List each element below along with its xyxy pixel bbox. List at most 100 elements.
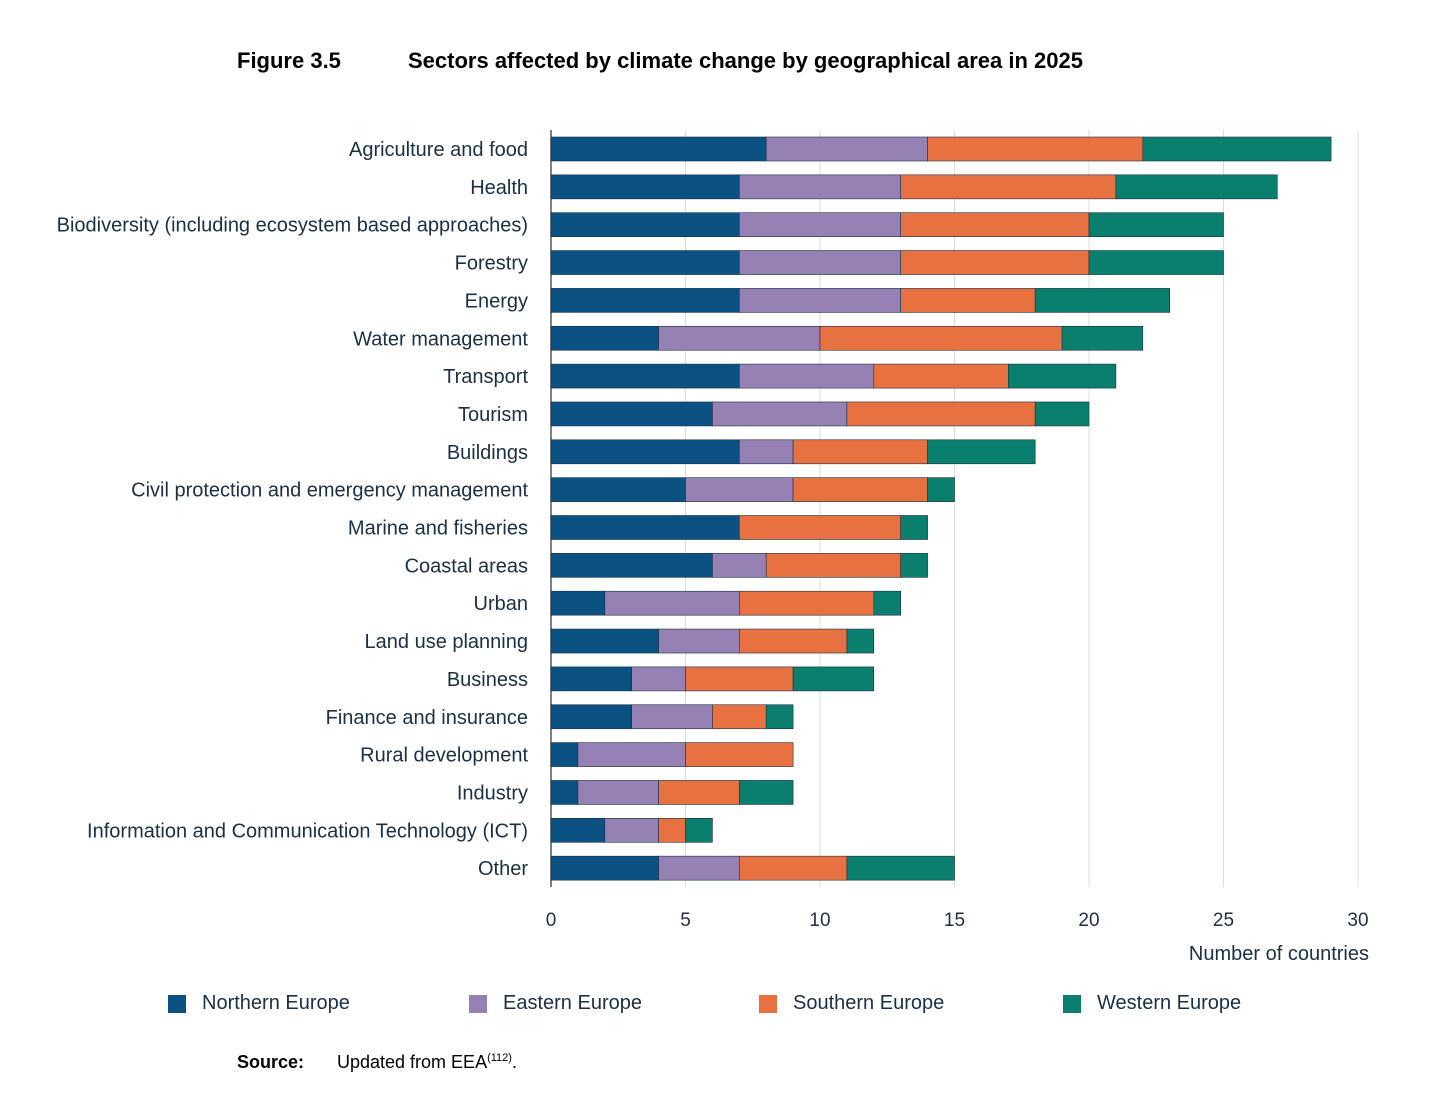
bar-segment	[738, 780, 794, 805]
legend-label: Western Europe	[1097, 992, 1242, 1014]
bar-segment	[550, 477, 686, 502]
legend-item: Eastern Europe	[469, 992, 642, 1015]
bar-segment	[738, 439, 794, 465]
legend-swatch	[1063, 994, 1081, 1013]
bar-segment	[604, 817, 659, 843]
category-label: Marine and fisheries	[348, 518, 528, 540]
category-label: Finance and insurance	[326, 707, 528, 729]
bar-segment	[550, 439, 740, 465]
category-label: Industry	[457, 782, 528, 804]
bar-segment	[900, 515, 928, 540]
bar-segment	[1007, 363, 1117, 389]
bar-segment	[873, 590, 901, 616]
bar-segment	[550, 666, 632, 692]
x-tick-label: 20	[1078, 910, 1099, 931]
category-label: Land use planning	[365, 631, 528, 653]
bar-segment	[1034, 401, 1090, 427]
bar-segment	[738, 288, 901, 313]
category-label: Tourism	[458, 404, 528, 426]
category-label: Forestry	[455, 253, 528, 275]
bar-segment	[792, 477, 928, 502]
x-tick-label: 30	[1347, 910, 1368, 931]
bar-segment	[819, 325, 1063, 351]
x-tick-label: 25	[1213, 910, 1234, 931]
bar-segment	[658, 780, 740, 805]
bar-segment	[900, 250, 1090, 275]
x-tick-label: 15	[944, 910, 965, 931]
bar-segment	[927, 477, 955, 502]
bar-segment	[900, 174, 1117, 200]
bar-segment	[604, 590, 740, 616]
bar-segment	[738, 174, 901, 200]
bar-segment	[685, 666, 794, 692]
legend-label: Eastern Europe	[503, 992, 642, 1014]
category-label: Business	[447, 669, 528, 691]
bar-segment	[792, 666, 875, 692]
bar-segment	[658, 817, 686, 843]
bar-segment	[765, 553, 902, 578]
bar-segment	[1142, 136, 1332, 162]
bar-segment	[765, 136, 928, 162]
legend-swatch	[469, 994, 487, 1013]
bar-segment	[1088, 212, 1224, 237]
legend-swatch	[759, 994, 777, 1013]
bar-segment	[738, 250, 901, 275]
category-label: Information and Communication Technology…	[87, 820, 528, 842]
category-label: Rural development	[360, 745, 528, 767]
bar-segment	[550, 325, 659, 351]
bar-segment	[1061, 325, 1144, 351]
bar-segment	[550, 628, 659, 654]
category-label: Buildings	[447, 442, 528, 464]
bar-segment	[1115, 174, 1278, 200]
legend-item: Northern Europe	[168, 992, 350, 1015]
category-label: Civil protection and emergency managemen…	[131, 480, 528, 502]
bar-segment	[738, 363, 875, 389]
category-label: Water management	[353, 328, 528, 350]
source-note: Source: Updated from EEA(112).	[237, 1052, 517, 1073]
bar-segment	[631, 704, 713, 730]
category-label: Biodiversity (including ecosystem based …	[57, 215, 528, 237]
legend-swatch	[168, 994, 186, 1013]
bar-segment	[685, 742, 794, 767]
bar-segment	[712, 553, 767, 578]
bar-segment	[873, 363, 1009, 389]
bar-segment	[658, 628, 740, 654]
bar-segment	[550, 174, 740, 200]
source-end: .	[511, 1052, 517, 1072]
bar-segment	[738, 212, 901, 237]
source-label: Source:	[237, 1052, 305, 1072]
bar-segment	[900, 288, 1036, 313]
category-label: Agriculture and food	[349, 139, 528, 161]
bar-segment	[577, 742, 686, 767]
bar-segment	[927, 439, 1036, 465]
bar-segment	[550, 136, 767, 162]
bar-segment	[846, 628, 875, 654]
bar-segment	[550, 363, 740, 389]
bar-segment	[927, 136, 1144, 162]
bar-segment	[631, 666, 686, 692]
bar-segment	[900, 212, 1090, 237]
bar-segment	[685, 817, 713, 843]
legend-label: Northern Europe	[202, 992, 350, 1014]
bar-segment	[658, 855, 740, 881]
bar-segment	[550, 288, 740, 313]
bar-segment	[550, 855, 659, 881]
bar-segment	[550, 553, 713, 578]
bar-segment	[712, 704, 767, 730]
figure-title: Sectors affected by climate change by ge…	[408, 48, 1083, 73]
bar-segment	[550, 780, 579, 805]
legend-item: Western Europe	[1063, 992, 1241, 1015]
category-label: Coastal areas	[405, 555, 528, 577]
category-label: Urban	[474, 593, 528, 615]
bar-segment	[577, 780, 659, 805]
bar-segment	[658, 325, 821, 351]
source-ref: (112)	[487, 1052, 512, 1064]
bar-segment	[550, 212, 740, 237]
bar-segment	[685, 477, 794, 502]
bar-segment	[738, 515, 901, 540]
bar-segment	[550, 817, 606, 843]
bar-segment	[765, 704, 794, 730]
bar-segment	[738, 628, 848, 654]
x-tick-label: 10	[809, 910, 830, 931]
x-tick-label: 0	[546, 910, 557, 931]
